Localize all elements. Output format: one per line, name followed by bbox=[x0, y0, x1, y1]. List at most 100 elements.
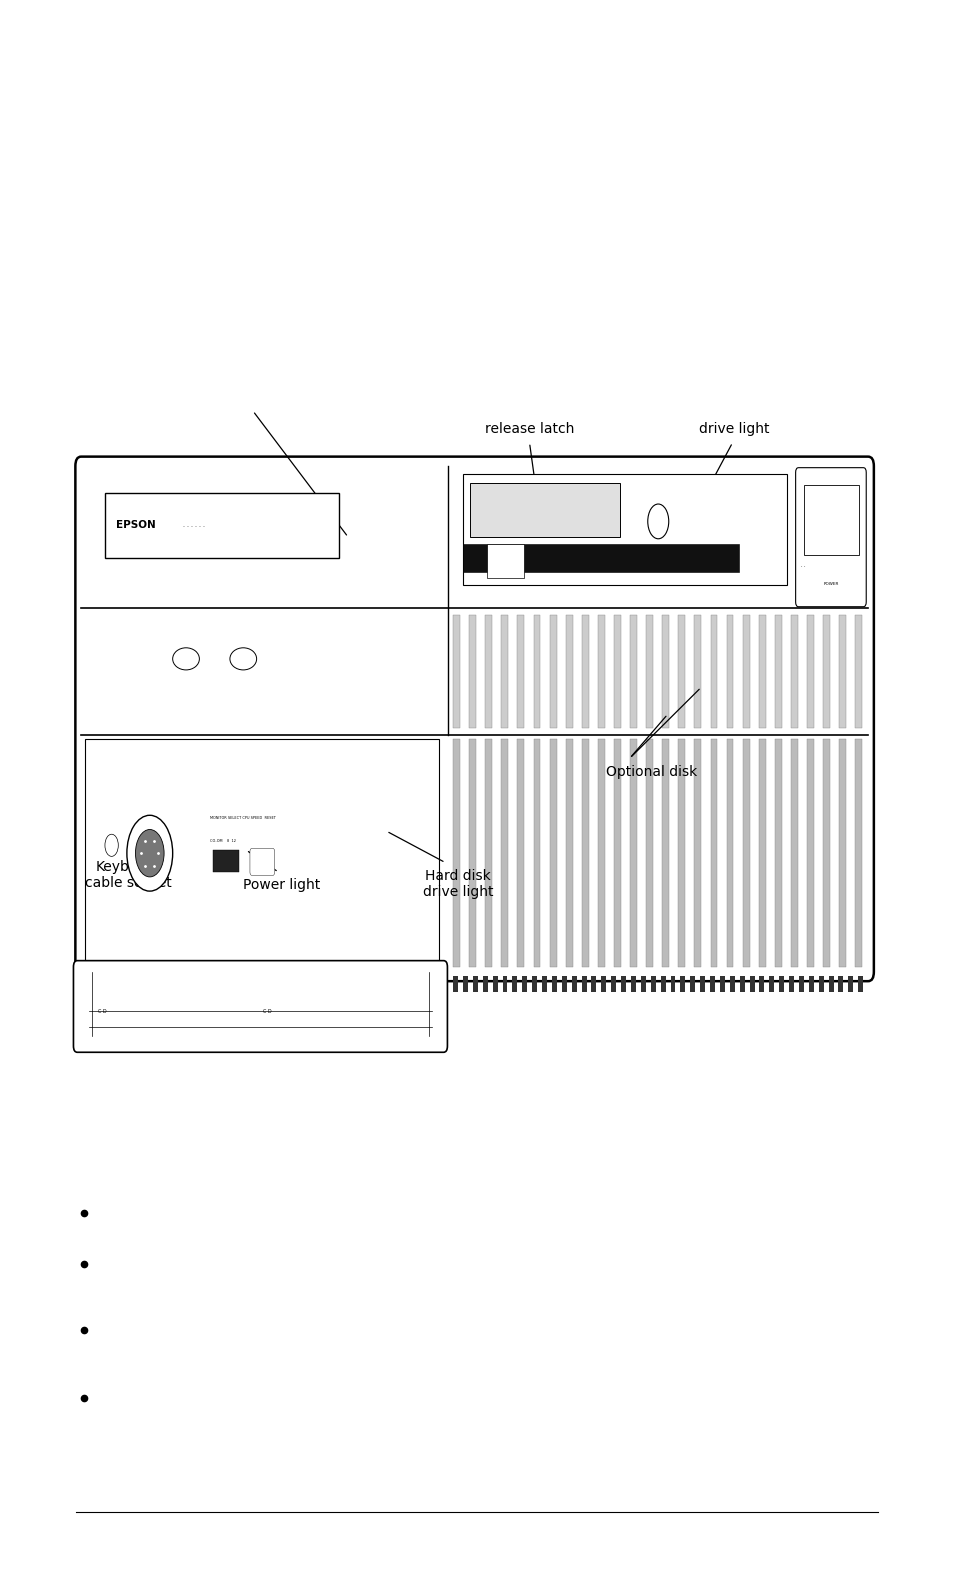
Bar bbox=[598, 739, 604, 967]
Bar bbox=[847, 976, 852, 992]
Bar bbox=[839, 739, 845, 967]
Bar bbox=[630, 976, 636, 992]
Bar bbox=[611, 976, 616, 992]
Bar bbox=[858, 976, 862, 992]
Text: Hard disk
drive light: Hard disk drive light bbox=[422, 869, 493, 899]
Bar bbox=[808, 976, 813, 992]
Bar bbox=[640, 976, 645, 992]
Bar bbox=[213, 850, 239, 872]
Ellipse shape bbox=[230, 648, 256, 670]
Bar bbox=[629, 615, 637, 728]
Bar bbox=[774, 739, 781, 967]
Bar bbox=[453, 976, 457, 992]
Text: Keyboard
cable socket: Keyboard cable socket bbox=[86, 860, 172, 890]
Circle shape bbox=[135, 830, 164, 877]
Text: CO-OM    8  12: CO-OM 8 12 bbox=[210, 839, 235, 842]
Bar bbox=[822, 739, 829, 967]
Circle shape bbox=[127, 815, 172, 891]
Bar bbox=[581, 976, 586, 992]
Bar bbox=[600, 976, 606, 992]
Circle shape bbox=[647, 504, 668, 539]
Bar bbox=[541, 976, 546, 992]
Bar bbox=[709, 976, 714, 992]
Bar bbox=[758, 739, 765, 967]
Bar bbox=[694, 739, 700, 967]
Bar bbox=[549, 615, 556, 728]
Bar bbox=[659, 976, 665, 992]
Bar bbox=[749, 976, 754, 992]
Bar bbox=[790, 739, 797, 967]
Bar bbox=[768, 976, 774, 992]
Bar bbox=[650, 976, 655, 992]
Bar bbox=[620, 976, 625, 992]
Bar bbox=[614, 615, 620, 728]
Bar bbox=[532, 976, 537, 992]
Bar bbox=[614, 739, 620, 967]
Bar bbox=[661, 739, 668, 967]
FancyBboxPatch shape bbox=[250, 848, 274, 875]
Bar bbox=[839, 615, 845, 728]
Bar bbox=[838, 976, 842, 992]
Bar bbox=[726, 739, 733, 967]
Bar bbox=[492, 976, 497, 992]
Bar bbox=[729, 976, 734, 992]
Circle shape bbox=[105, 834, 118, 856]
Ellipse shape bbox=[172, 648, 199, 670]
Bar bbox=[855, 615, 862, 728]
Bar bbox=[552, 976, 557, 992]
Bar bbox=[571, 976, 576, 992]
Bar bbox=[501, 739, 508, 967]
Text: C D: C D bbox=[98, 1008, 107, 1014]
Bar bbox=[726, 615, 733, 728]
Bar bbox=[517, 739, 524, 967]
Text: Power light: Power light bbox=[243, 878, 319, 893]
Text: . .: . . bbox=[801, 562, 805, 569]
Bar bbox=[522, 976, 527, 992]
Bar bbox=[678, 739, 684, 967]
Text: release latch: release latch bbox=[484, 422, 574, 436]
Bar bbox=[678, 615, 684, 728]
Bar bbox=[591, 976, 596, 992]
Bar bbox=[629, 739, 637, 967]
FancyBboxPatch shape bbox=[75, 457, 873, 981]
Bar bbox=[501, 615, 508, 728]
Text: POWER: POWER bbox=[822, 581, 838, 586]
Bar bbox=[710, 739, 717, 967]
FancyBboxPatch shape bbox=[73, 961, 447, 1052]
Bar bbox=[469, 615, 476, 728]
Bar bbox=[670, 976, 675, 992]
Bar bbox=[690, 976, 695, 992]
Bar bbox=[828, 976, 833, 992]
Bar bbox=[788, 976, 793, 992]
Bar bbox=[482, 976, 487, 992]
Bar bbox=[469, 739, 476, 967]
Bar bbox=[549, 739, 556, 967]
Bar bbox=[822, 615, 829, 728]
Bar bbox=[561, 976, 566, 992]
Bar bbox=[774, 615, 781, 728]
Bar bbox=[855, 739, 862, 967]
Bar bbox=[790, 615, 797, 728]
Bar bbox=[779, 976, 783, 992]
Bar bbox=[742, 739, 749, 967]
Bar bbox=[720, 976, 724, 992]
FancyBboxPatch shape bbox=[795, 468, 865, 607]
Bar bbox=[700, 976, 704, 992]
Bar bbox=[453, 615, 459, 728]
Text: EPSON: EPSON bbox=[116, 520, 156, 531]
Text: Optional disk: Optional disk bbox=[605, 765, 697, 779]
Bar bbox=[798, 976, 803, 992]
Bar bbox=[485, 739, 492, 967]
Text: MONITOR SELECT CPU SPEED  RESET: MONITOR SELECT CPU SPEED RESET bbox=[210, 817, 275, 820]
Bar bbox=[502, 976, 507, 992]
Bar bbox=[565, 615, 572, 728]
Bar bbox=[694, 615, 700, 728]
Bar bbox=[485, 615, 492, 728]
Bar bbox=[533, 615, 539, 728]
Bar bbox=[533, 739, 539, 967]
Bar bbox=[453, 739, 459, 967]
Bar bbox=[470, 483, 619, 537]
Text: . . . . . .: . . . . . . bbox=[183, 523, 205, 528]
Bar bbox=[803, 485, 858, 555]
Bar bbox=[739, 976, 744, 992]
